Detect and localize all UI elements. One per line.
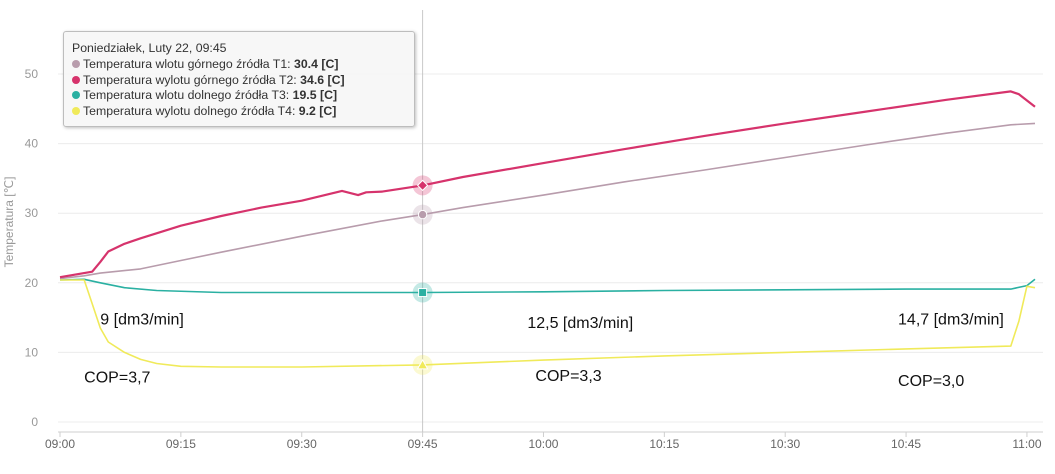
y-tick-label: 40	[25, 137, 39, 151]
series-line-t3	[59, 278, 1036, 294]
x-tick-label: 10:45	[891, 437, 921, 451]
tooltip-label: Temperatura wylotu dolnego źródła T4:	[83, 103, 299, 118]
annotations: 9 [dm3/min] 12,5 [dm3/min] 14,7 [dm3/min] C…	[84, 312, 1004, 390]
x-tick-label: 09:15	[166, 437, 196, 451]
annotation-text: 14,7 [dm3/min]	[898, 312, 1004, 329]
y-tick-label: 50	[25, 67, 39, 81]
y-tick-label: 10	[25, 345, 39, 359]
tooltip-row-t4: Temperatura wylotu dolnego źródła T4: 9.…	[72, 104, 414, 120]
x-tick-label: 10:00	[528, 437, 558, 451]
annotation-text: COP=3,0	[898, 373, 964, 390]
annotation-text: COP=3,3	[535, 368, 601, 385]
tooltip-value: 34.6 [C]	[300, 72, 345, 87]
tooltip-value: 30.4 [C]	[294, 57, 339, 71]
series-line-t1	[59, 122, 1036, 280]
x-tick-label: 10:15	[649, 437, 679, 451]
x-tick-label: 11:00	[1012, 437, 1041, 451]
annotation-text: 12,5 [dm3/min]	[527, 315, 633, 332]
x-tick-label: 10:30	[770, 437, 800, 451]
x-tick-label: 09:00	[45, 437, 75, 451]
axes: Temperatura [℃] 0 10 20 30 40 50 09:00 09:15 09:…	[2, 67, 1043, 451]
series-line-t4	[60, 279, 1036, 368]
legend-dot-icon	[72, 75, 80, 84]
tooltip-label: Temperatura wlotu górnego źródła T1:	[83, 57, 294, 71]
legend-dot-icon	[72, 106, 80, 115]
legend-dot-icon	[72, 60, 80, 68]
legend-dot-icon	[72, 91, 80, 99]
y-tick-label: 20	[25, 276, 39, 290]
tooltip-label: Temperatura wylotu górnego źródła T2:	[83, 72, 301, 87]
y-tick-label: 0	[31, 415, 38, 429]
hover-markers	[412, 175, 433, 375]
tooltip-row-t3: Temperatura wlotu dolnego źródła T3: 19.…	[72, 88, 414, 104]
y-tick-label: 30	[25, 206, 39, 220]
tooltip-value: 9.2 [C]	[298, 103, 337, 118]
tooltip-row-t2: Temperatura wylotu górnego źródła T2: 34…	[72, 73, 414, 89]
x-tick-label: 09:30	[287, 437, 317, 451]
annotation-text: COP=3,7	[84, 369, 150, 386]
y-axis-label: Temperatura [℃]	[2, 177, 16, 268]
square-marker-icon	[418, 288, 428, 298]
diamond-marker-icon	[416, 179, 429, 192]
tooltip-value: 19.5 [C]	[292, 88, 338, 102]
tooltip-title: Poniedziałek, Luty 22, 09:45	[72, 41, 227, 55]
x-tick-label: 09:45	[408, 437, 438, 451]
tooltip: Poniedziałek, Luty 22, 09:45 Temperatura…	[63, 31, 415, 127]
tooltip-label: Temperatura wlotu dolnego źródła T3:	[83, 88, 293, 102]
annotation-text: 9 [dm3/min]	[100, 312, 184, 329]
triangle-marker-icon	[416, 358, 429, 370]
series-line-t2	[59, 90, 1036, 279]
tooltip-row-t1: Temperatura wlotu górnego źródła T1: 30.…	[72, 57, 414, 73]
circle-marker-icon	[417, 209, 428, 220]
